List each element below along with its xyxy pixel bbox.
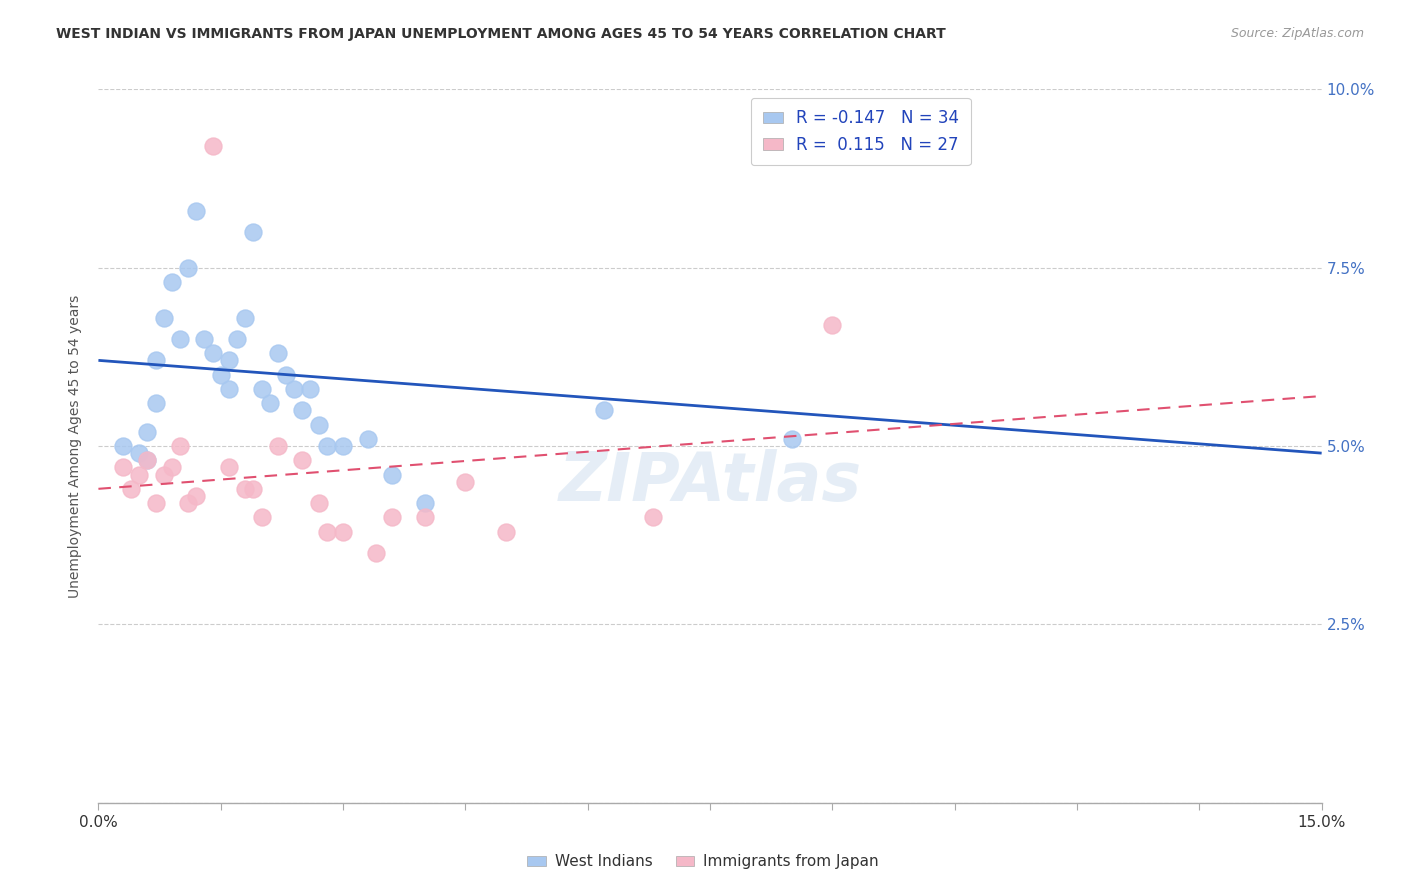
Text: Source: ZipAtlas.com: Source: ZipAtlas.com bbox=[1230, 27, 1364, 40]
Point bbox=[495, 524, 517, 539]
Point bbox=[169, 439, 191, 453]
Point bbox=[136, 453, 159, 467]
Point bbox=[120, 482, 142, 496]
Point bbox=[160, 275, 183, 289]
Point bbox=[218, 460, 240, 475]
Point bbox=[128, 467, 150, 482]
Point bbox=[364, 546, 387, 560]
Point bbox=[821, 318, 844, 332]
Point bbox=[250, 510, 273, 524]
Point bbox=[593, 403, 616, 417]
Point bbox=[308, 496, 330, 510]
Point bbox=[332, 439, 354, 453]
Point bbox=[267, 439, 290, 453]
Point bbox=[332, 524, 354, 539]
Point bbox=[152, 467, 174, 482]
Point bbox=[242, 482, 264, 496]
Point bbox=[259, 396, 281, 410]
Point bbox=[274, 368, 297, 382]
Point bbox=[136, 453, 159, 467]
Point bbox=[186, 203, 208, 218]
Point bbox=[218, 382, 240, 396]
Point bbox=[152, 310, 174, 325]
Point bbox=[283, 382, 305, 396]
Point bbox=[177, 496, 200, 510]
Point bbox=[226, 332, 249, 346]
Point bbox=[169, 332, 191, 346]
Point bbox=[233, 482, 256, 496]
Point bbox=[186, 489, 208, 503]
Point bbox=[267, 346, 290, 360]
Point bbox=[299, 382, 322, 396]
Point bbox=[413, 496, 436, 510]
Point bbox=[209, 368, 232, 382]
Point bbox=[413, 510, 436, 524]
Point bbox=[641, 510, 664, 524]
Point bbox=[356, 432, 378, 446]
Point bbox=[308, 417, 330, 432]
Point bbox=[201, 139, 224, 153]
Point bbox=[145, 353, 167, 368]
Point bbox=[250, 382, 273, 396]
Point bbox=[242, 225, 264, 239]
Point bbox=[381, 510, 404, 524]
Point bbox=[177, 260, 200, 275]
Point bbox=[111, 460, 134, 475]
Point bbox=[136, 425, 159, 439]
Point bbox=[111, 439, 134, 453]
Y-axis label: Unemployment Among Ages 45 to 54 years: Unemployment Among Ages 45 to 54 years bbox=[69, 294, 83, 598]
Point bbox=[454, 475, 477, 489]
Point bbox=[381, 467, 404, 482]
Text: ZIPAtlas: ZIPAtlas bbox=[558, 449, 862, 515]
Point bbox=[315, 524, 337, 539]
Point bbox=[233, 310, 256, 325]
Point bbox=[291, 453, 314, 467]
Legend: West Indians, Immigrants from Japan: West Indians, Immigrants from Japan bbox=[522, 848, 884, 875]
Point bbox=[160, 460, 183, 475]
Point bbox=[145, 396, 167, 410]
Point bbox=[201, 346, 224, 360]
Point bbox=[315, 439, 337, 453]
Point bbox=[193, 332, 215, 346]
Point bbox=[145, 496, 167, 510]
Point bbox=[218, 353, 240, 368]
Point bbox=[780, 432, 803, 446]
Text: WEST INDIAN VS IMMIGRANTS FROM JAPAN UNEMPLOYMENT AMONG AGES 45 TO 54 YEARS CORR: WEST INDIAN VS IMMIGRANTS FROM JAPAN UNE… bbox=[56, 27, 946, 41]
Point bbox=[291, 403, 314, 417]
Legend: R = -0.147   N = 34, R =  0.115   N = 27: R = -0.147 N = 34, R = 0.115 N = 27 bbox=[751, 97, 970, 165]
Point bbox=[128, 446, 150, 460]
